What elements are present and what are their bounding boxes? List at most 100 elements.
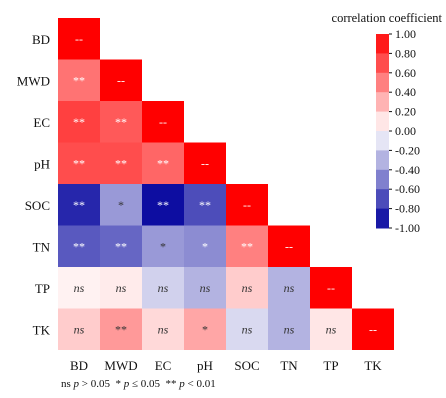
row-label-SOC: SOC (25, 198, 50, 213)
heatmap-cell-TP-EC (142, 267, 184, 309)
colorbar-swatch (376, 169, 389, 190)
colorbar-tick-label: -0.80 (395, 202, 420, 216)
heatmap-cell-TP-SOC (226, 267, 268, 309)
heatmap-cell-EC-MWD (100, 101, 142, 143)
heatmap-cell-MWD-BD (58, 59, 100, 101)
heatmap-cell-TK-EC (142, 308, 184, 350)
cell-label-TK-TK: -- (369, 322, 377, 336)
footnote-one-star-cond: ≤ 0.05 (129, 378, 161, 390)
heatmap-cell-TN-TN (268, 225, 310, 267)
cell-label-SOC-MWD: * (118, 198, 124, 212)
cell-label-TK-pH: * (202, 322, 208, 336)
heatmap-cell-TP-BD (58, 267, 100, 309)
cell-label-TN-SOC: ** (241, 239, 253, 253)
cell-label-TP-TN: ns (284, 281, 295, 295)
cell-label-TN-MWD: ** (115, 239, 127, 253)
heatmap-cell-TK-TN (268, 308, 310, 350)
footnote-one-star: * (115, 378, 122, 390)
heatmap-cell-SOC-BD (58, 184, 100, 226)
cell-label-TN-pH: * (202, 239, 208, 253)
row-label-MWD: MWD (17, 73, 50, 88)
cell-label-TK-BD: ns (74, 322, 85, 336)
heatmap-cell-pH-BD (58, 142, 100, 184)
heatmap-cell-TP-MWD (100, 267, 142, 309)
colorbar-swatch (376, 34, 389, 54)
cell-label-pH-MWD: ** (115, 156, 127, 170)
heatmap-cell-SOC-SOC (226, 184, 268, 226)
colorbar-tick-label: 0.00 (395, 124, 416, 138)
cell-label-pH-BD: ** (73, 156, 85, 170)
colorbar: correlation coefficient 1.00 0.80 0.60 0.40 0… (332, 11, 443, 235)
heatmap-cell-TN-MWD (100, 225, 142, 267)
footnote-two-star: ** (165, 378, 177, 390)
footnote-p1: p (73, 378, 80, 390)
column-label-MWD: MWD (104, 358, 137, 373)
heatmap-cell-pH-MWD (100, 142, 142, 184)
colorbar-tick-label: -0.40 (395, 163, 420, 177)
colorbar-swatch (376, 150, 389, 171)
colorbar-tick-label: 1.00 (395, 27, 416, 41)
cell-label-TK-MWD: ** (115, 322, 127, 336)
colorbar-tick-label: -0.20 (395, 143, 420, 157)
colorbar-swatch (376, 72, 389, 93)
heatmap-cell-TK-MWD (100, 308, 142, 350)
footnote-p3: p (179, 378, 185, 390)
cell-label-TK-TP: ns (326, 322, 337, 336)
footnote-ns-cond: > 0.05 (79, 378, 110, 390)
cell-label-EC-MWD: ** (115, 115, 127, 129)
colorbar-tick-label: 0.60 (395, 66, 416, 80)
heatmap-cell-TK-BD (58, 308, 100, 350)
colorbar-tick-label: -1.00 (395, 221, 420, 235)
heatmap-cell-SOC-MWD (100, 184, 142, 226)
cell-label-TN-BD: ** (73, 239, 85, 253)
cell-label-TP-EC: ns (158, 281, 169, 295)
heatmap-cell-MWD-MWD (100, 59, 142, 101)
column-label-TP: TP (323, 358, 338, 373)
cell-label-TP-MWD: ns (116, 281, 127, 295)
colorbar-swatch (376, 189, 389, 210)
colorbar-swatch (376, 111, 389, 132)
cell-label-SOC-SOC: -- (243, 198, 251, 212)
heatmap-cell-TK-TK (352, 308, 394, 350)
heatmap-cell-EC-BD (58, 101, 100, 143)
colorbar-swatch (376, 53, 389, 74)
heatmap-cell-EC-EC (142, 101, 184, 143)
cell-label-TP-pH: ns (200, 281, 211, 295)
heatmap-cell-TP-TP (310, 267, 352, 309)
significance-footnote: ns p > 0.05 * p ≤ 0.05 ** p < 0.01 (61, 378, 216, 390)
cell-label-TN-TN: -- (285, 239, 293, 253)
colorbar-swatch (376, 131, 389, 151)
colorbar-swatch (376, 92, 389, 113)
heatmap-cell-SOC-pH (184, 184, 226, 226)
colorbar-title: correlation coefficient (332, 11, 443, 25)
heatmap-cell-SOC-EC (142, 184, 184, 226)
column-label-EC: EC (155, 358, 172, 373)
heatmap-cell-TK-TP (310, 308, 352, 350)
cell-label-SOC-EC: ** (157, 198, 169, 212)
cell-label-TK-TN: ns (284, 322, 295, 336)
cell-label-EC-EC: -- (159, 115, 167, 129)
cell-label-SOC-pH: ** (199, 198, 211, 212)
colorbar-tick-label: -0.60 (395, 182, 420, 196)
cell-label-MWD-BD: ** (73, 73, 85, 87)
cell-label-pH-pH: -- (201, 156, 209, 170)
footnote-p2: p (123, 378, 130, 390)
footnote-ns: ns (61, 378, 71, 390)
heatmap-cell-TN-pH (184, 225, 226, 267)
row-label-TN: TN (33, 239, 51, 254)
colorbar-swatch (376, 208, 389, 229)
cell-label-pH-EC: ** (157, 156, 169, 170)
column-label-BD: BD (70, 358, 88, 373)
colorbar-tick-label: 0.20 (395, 105, 416, 119)
cell-label-TK-EC: ns (158, 322, 169, 336)
row-labels: BD MWD EC pH SOC TN TP TK (17, 32, 51, 338)
heatmap-cell-BD-BD (58, 18, 100, 60)
cell-label-TN-EC: * (160, 239, 166, 253)
row-label-TP: TP (35, 281, 50, 296)
cell-label-BD-BD: -- (75, 32, 83, 46)
heatmap-cell-pH-pH (184, 142, 226, 184)
heatmap-cell-TP-pH (184, 267, 226, 309)
colorbar-tick-label: 0.80 (395, 46, 416, 60)
cell-label-TP-TP: -- (327, 281, 335, 295)
colorbar-tick-label: 0.40 (395, 85, 416, 99)
